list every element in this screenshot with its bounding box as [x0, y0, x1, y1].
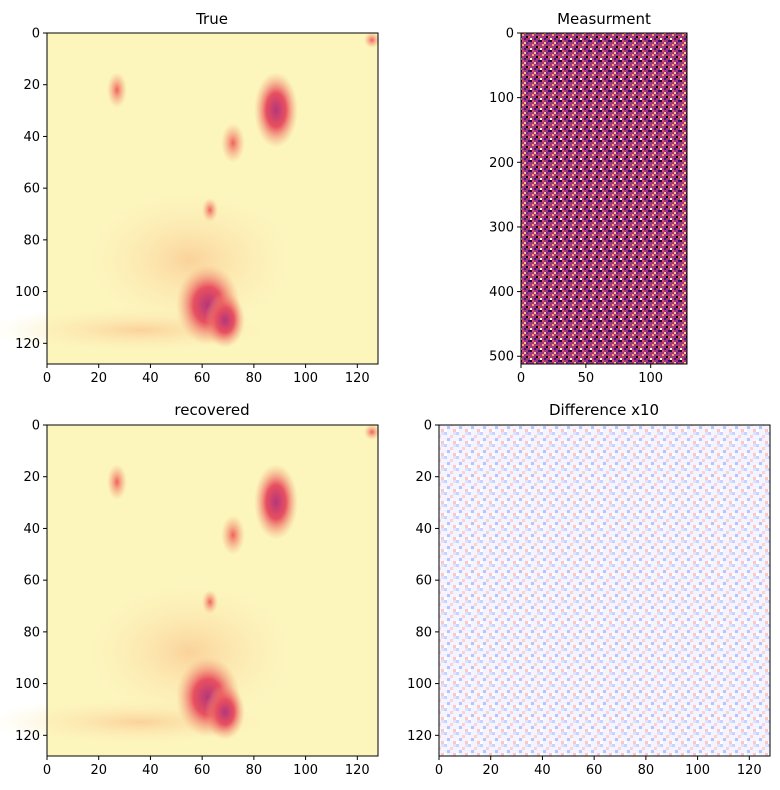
y-tick-label-3-5: 100: [407, 677, 432, 692]
y-tick-label-1-0: 0: [506, 27, 514, 42]
x-tick-label-3-4: 80: [638, 763, 655, 778]
y-tick-label-2-2: 40: [23, 522, 40, 537]
x-tick-label-3-5: 100: [685, 763, 710, 778]
x-tick-label-1-2: 100: [638, 371, 663, 386]
panel-difference: Difference x10: [438, 401, 771, 757]
y-tick-label-0-2: 40: [23, 130, 40, 145]
x-tick-label-2-1: 20: [90, 763, 107, 778]
x-tick-label-0-6: 120: [345, 371, 370, 386]
x-tick-label-0-0: 0: [43, 371, 51, 386]
y-tick-label-3-6: 120: [407, 729, 432, 744]
x-tick-label-0-4: 80: [246, 371, 263, 386]
y-tick-label-1-4: 400: [489, 285, 514, 300]
x-tick-label-3-1: 20: [482, 763, 499, 778]
y-tick-label-3-2: 40: [415, 522, 432, 537]
x-tick-label-0-1: 20: [90, 371, 107, 386]
y-tick-label-0-4: 80: [23, 233, 40, 248]
x-tick-label-2-2: 40: [142, 763, 159, 778]
y-tick-label-2-0: 0: [32, 419, 40, 434]
x-tick-label-0-3: 60: [194, 371, 211, 386]
panel-recovered-title: recovered: [174, 401, 249, 419]
x-tick-label-3-2: 40: [534, 763, 551, 778]
panel-true: True: [0, 10, 380, 365]
y-tick-label-1-2: 200: [489, 156, 514, 171]
y-tick-label-3-3: 60: [415, 574, 432, 589]
x-tick-label-2-3: 60: [194, 763, 211, 778]
x-tick-label-2-0: 0: [43, 763, 51, 778]
y-tick-label-3-0: 0: [424, 419, 432, 434]
y-tick-label-0-5: 100: [15, 285, 40, 300]
y-tick-label-0-1: 20: [23, 78, 40, 93]
x-tick-label-0-2: 40: [142, 371, 159, 386]
y-tick-label-1-3: 300: [489, 220, 514, 235]
panel-true-image: [0, 32, 380, 364]
y-tick-label-3-1: 20: [415, 470, 432, 485]
y-tick-label-2-5: 100: [15, 677, 40, 692]
x-tick-label-2-6: 120: [345, 763, 370, 778]
panel-measurement-image: [521, 33, 687, 364]
panel-measurement: Measurment: [520, 10, 688, 365]
panel-recovered: recovered: [0, 401, 380, 757]
axis-ticks: 0 20 40 60 80 100 120 0 20 40 60 80 100 120 0 50 100 0 100…: [15, 27, 762, 779]
panel-measurement-title: Measurment: [557, 10, 651, 28]
x-tick-label-3-0: 0: [435, 763, 443, 778]
y-tick-label-1-1: 100: [489, 91, 514, 106]
x-tick-label-1-1: 50: [578, 371, 595, 386]
panel-difference-image: [439, 425, 770, 756]
y-tick-label-0-0: 0: [32, 27, 40, 42]
y-tick-label-2-4: 80: [23, 625, 40, 640]
x-tick-label-3-6: 120: [737, 763, 762, 778]
x-tick-label-1-0: 0: [517, 371, 525, 386]
y-tick-label-0-6: 120: [15, 337, 40, 352]
y-tick-label-1-5: 500: [489, 350, 514, 365]
y-tick-label-0-3: 60: [23, 182, 40, 197]
x-tick-label-0-5: 100: [293, 371, 318, 386]
y-tick-label-2-3: 60: [23, 574, 40, 589]
y-tick-label-2-6: 120: [15, 729, 40, 744]
panel-true-title: True: [195, 10, 228, 28]
panel-recovered-image: [0, 424, 380, 756]
x-tick-label-2-4: 80: [246, 763, 263, 778]
y-tick-label-3-4: 80: [415, 625, 432, 640]
y-tick-label-2-1: 20: [23, 470, 40, 485]
panel-difference-title: Difference x10: [549, 401, 659, 419]
x-tick-label-3-3: 60: [586, 763, 603, 778]
x-tick-label-2-5: 100: [293, 763, 318, 778]
